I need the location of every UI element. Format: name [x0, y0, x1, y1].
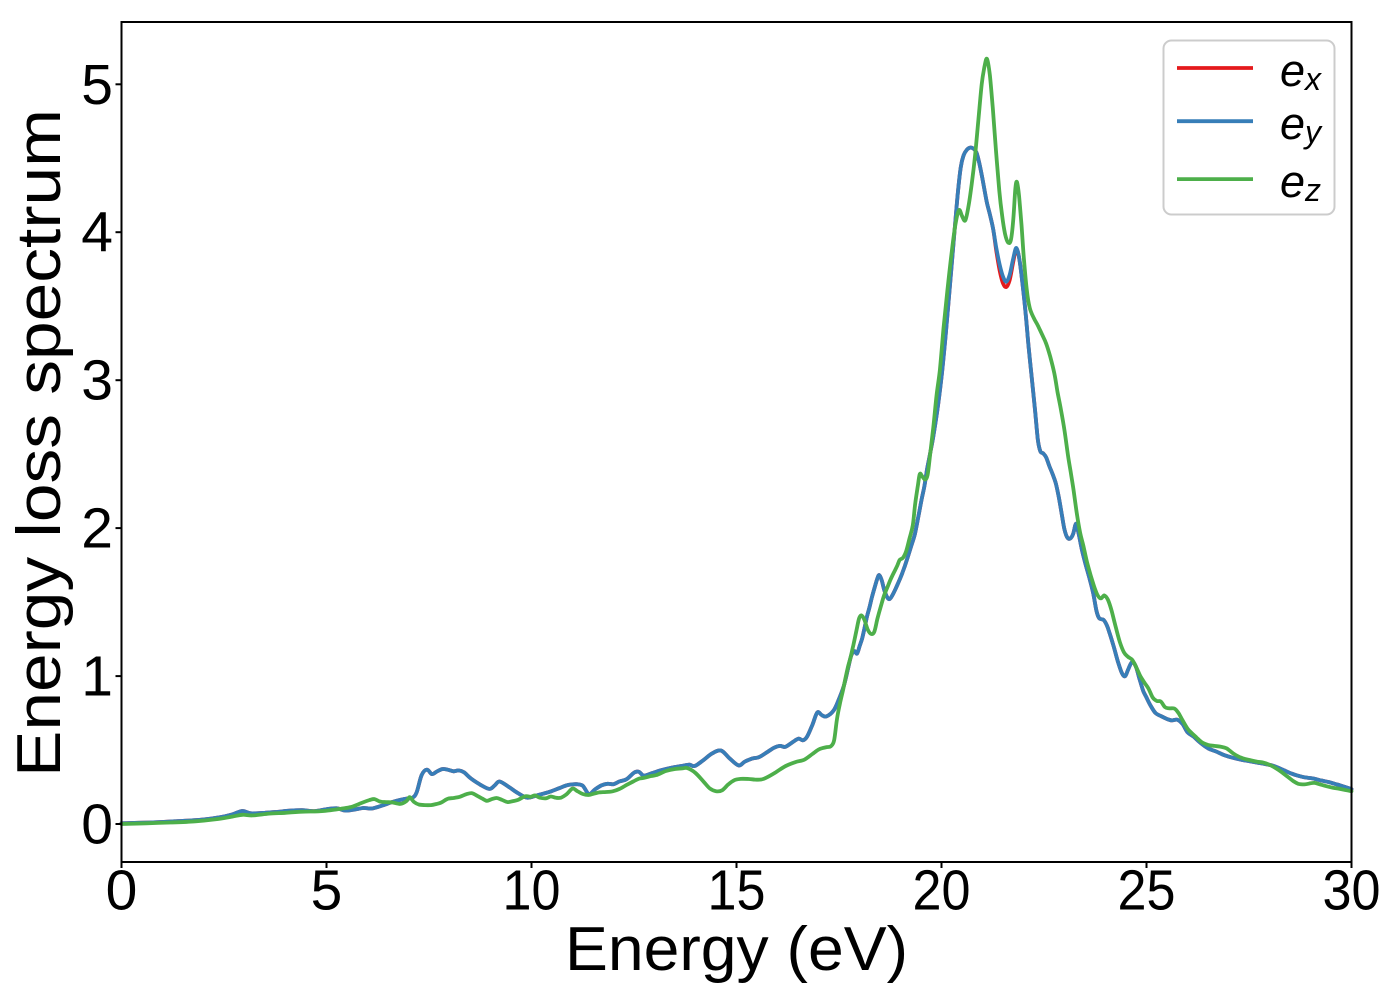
svg-text:3: 3 [81, 349, 113, 413]
svg-text:2: 2 [81, 497, 113, 561]
svg-text:1: 1 [81, 645, 113, 709]
svg-text:10: 10 [503, 859, 561, 923]
svg-text:15: 15 [708, 859, 766, 923]
svg-text:4: 4 [81, 201, 113, 265]
svg-text:Energy (eV): Energy (eV) [565, 915, 908, 984]
svg-text:0: 0 [81, 793, 113, 857]
svg-text:0: 0 [106, 859, 138, 923]
svg-text:30: 30 [1323, 859, 1381, 923]
svg-text:5: 5 [311, 859, 343, 923]
svg-text:Energy loss spectrum: Energy loss spectrum [5, 109, 74, 777]
svg-text:20: 20 [913, 859, 971, 923]
svg-text:5: 5 [81, 53, 113, 117]
svg-text:25: 25 [1118, 859, 1176, 923]
